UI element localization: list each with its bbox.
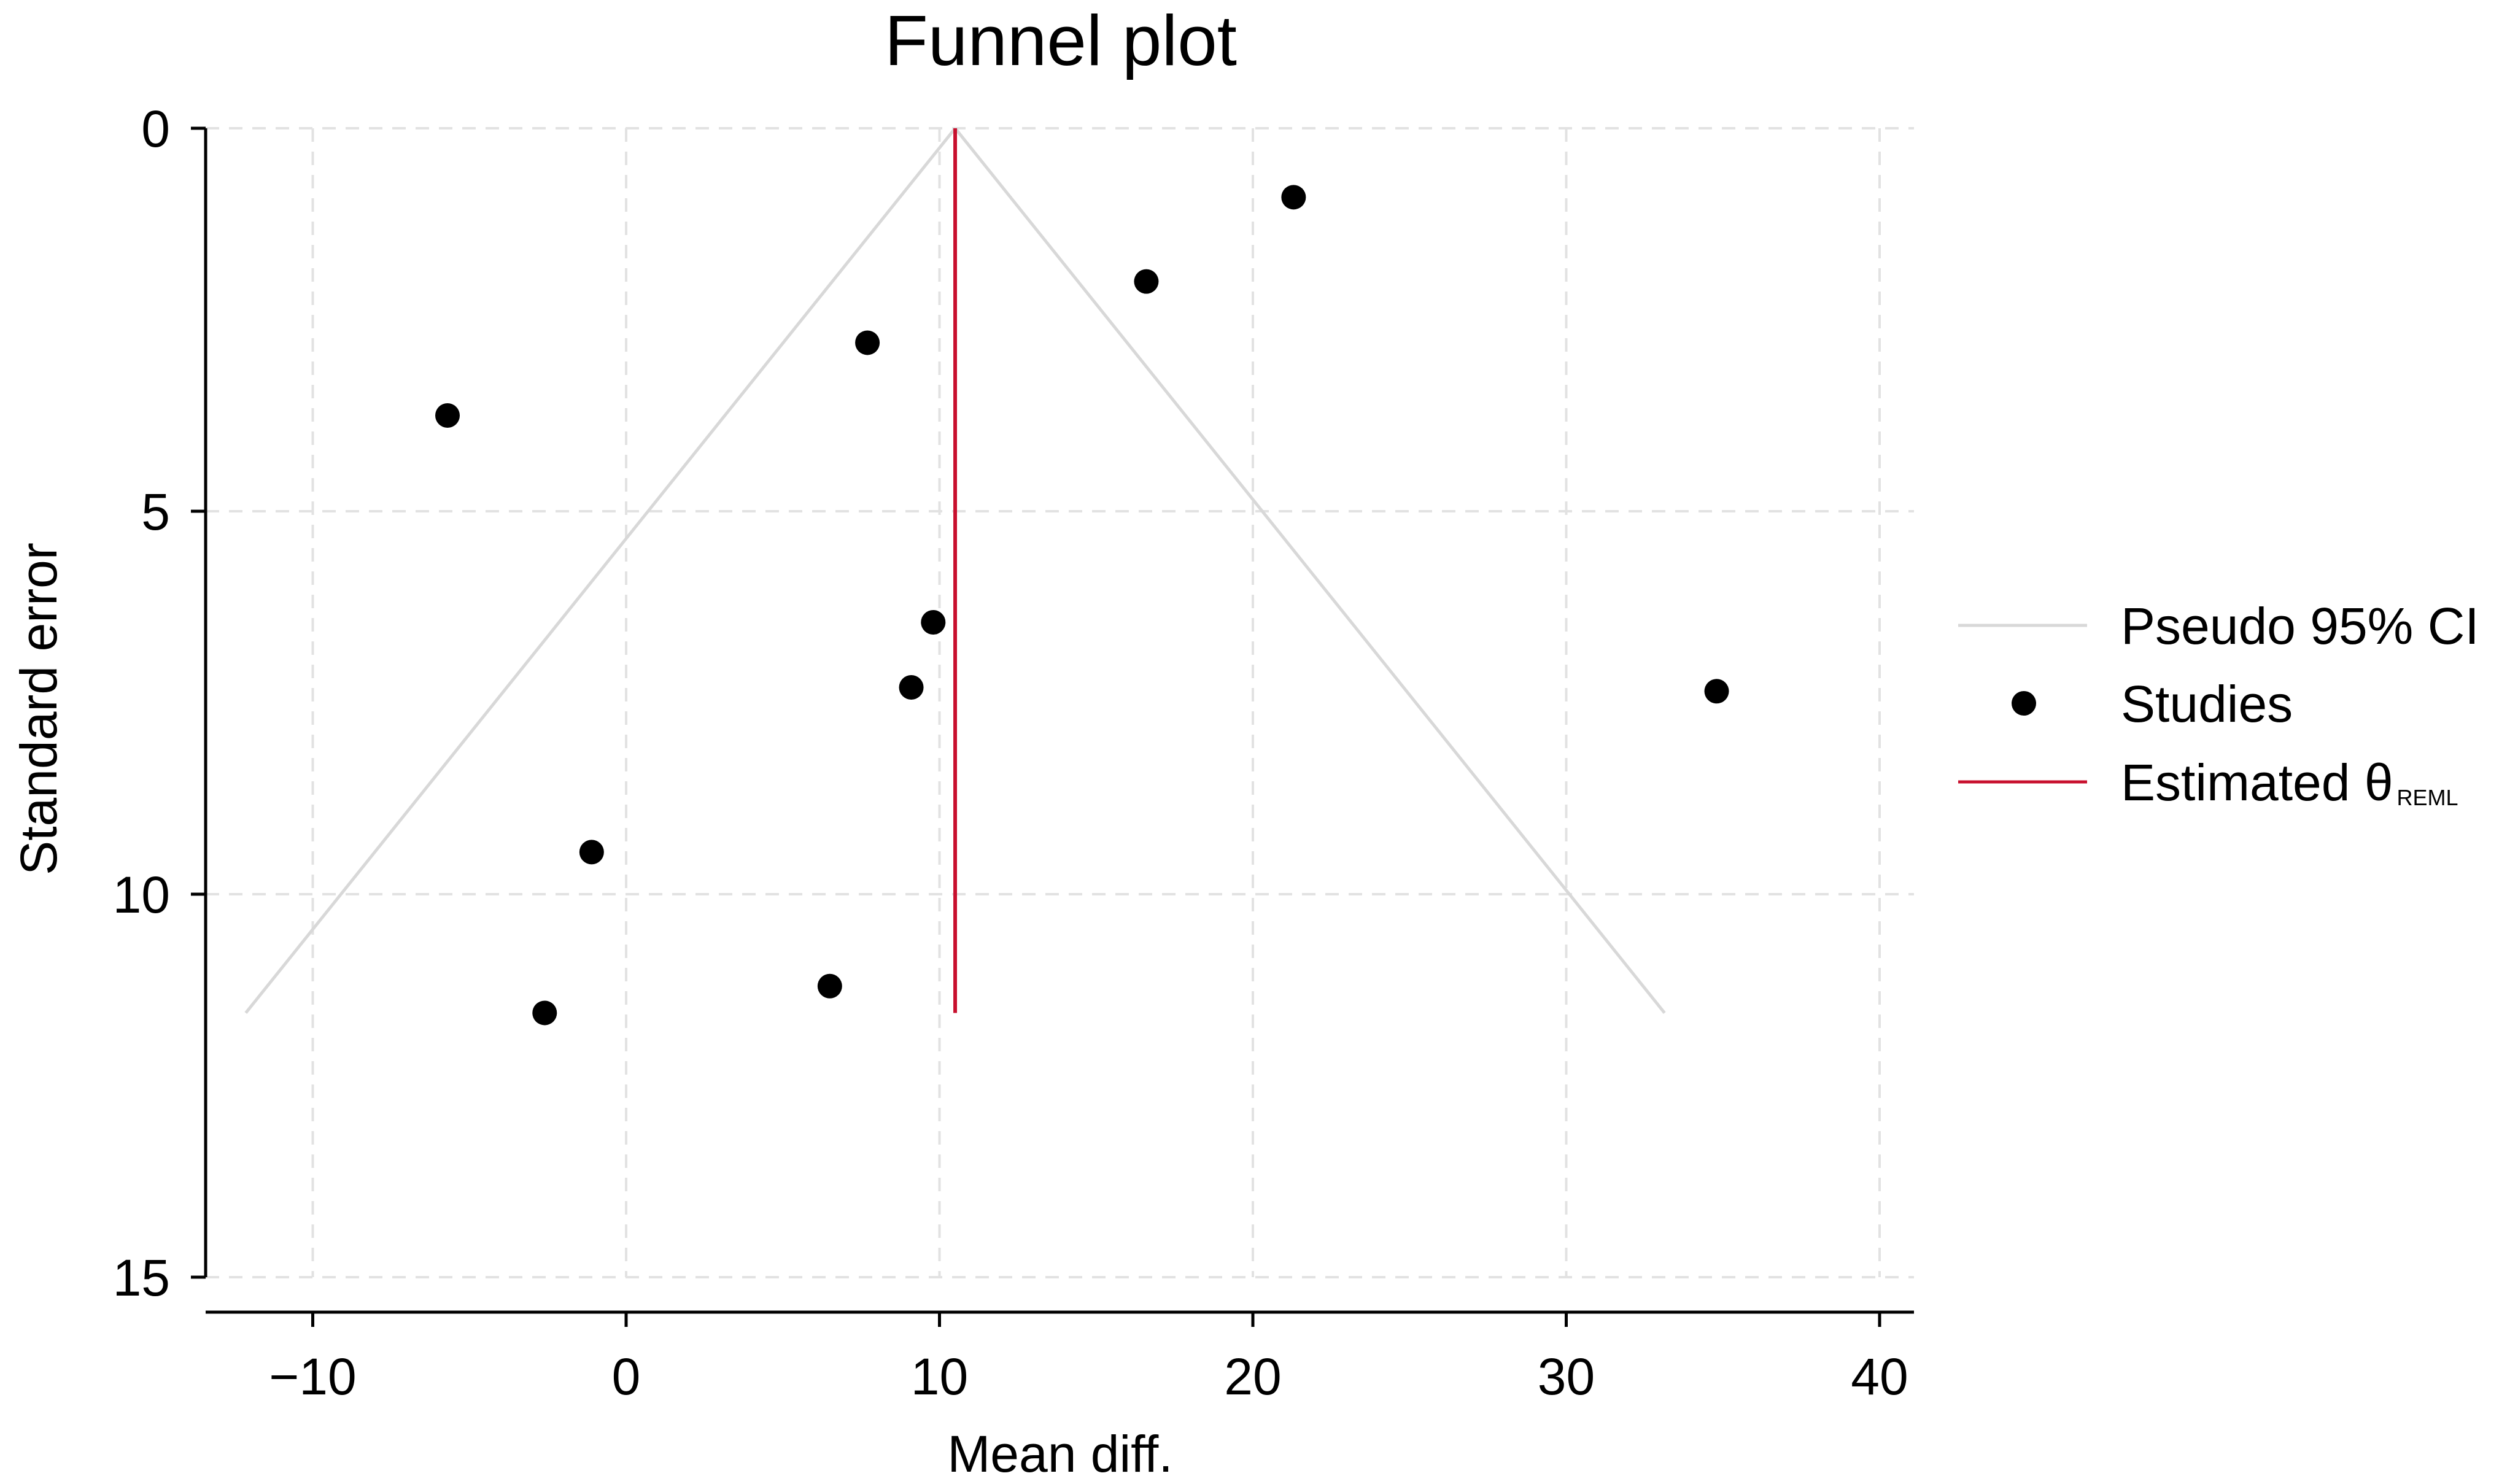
legend-estimate-subscript: REML <box>2397 785 2458 810</box>
study-point-9 <box>532 1000 557 1026</box>
y-tick-label-0: 0 <box>141 100 170 158</box>
study-point-2 <box>855 330 880 355</box>
ci-line-left <box>244 127 956 1014</box>
y-ticks: 0 5 10 15 <box>113 100 206 1307</box>
x-tick-label-5: 40 <box>1851 1348 1908 1405</box>
x-ticks: −10 0 10 20 30 40 <box>269 1312 1908 1405</box>
study-points <box>435 185 1729 1026</box>
legend-studies-label: Studies <box>2121 675 2293 733</box>
study-point-1 <box>1134 269 1159 294</box>
grid <box>206 127 1914 1278</box>
x-tick-label-3: 20 <box>1224 1348 1281 1405</box>
study-point-6 <box>1704 679 1729 704</box>
y-tick-label-3: 15 <box>113 1249 170 1307</box>
legend-estimate-label: Estimated θ REML <box>2121 754 2458 811</box>
x-tick-label-0: −10 <box>269 1348 357 1405</box>
pseudo-ci-lines <box>244 127 1666 1014</box>
study-point-0 <box>1281 185 1306 210</box>
legend-ci-label: Pseudo 95% CI <box>2121 597 2479 655</box>
y-axis-title: Standard error <box>10 543 68 875</box>
x-tick-label-4: 30 <box>1538 1348 1595 1405</box>
study-point-5 <box>899 675 924 700</box>
study-point-4 <box>921 609 946 635</box>
study-point-8 <box>817 973 842 999</box>
x-axis-title: Mean diff. <box>947 1425 1172 1483</box>
study-point-3 <box>435 403 460 428</box>
study-point-7 <box>579 840 604 865</box>
x-tick-label-2: 10 <box>911 1348 968 1405</box>
chart-title: Funnel plot <box>885 1 1237 80</box>
ci-line-right <box>954 127 1666 1014</box>
y-tick-label-2: 10 <box>113 866 170 924</box>
legend-studies-key <box>2012 691 2036 716</box>
legend: Pseudo 95% CI Studies Estimated θ REML <box>1958 597 2479 811</box>
axes <box>204 128 1914 1314</box>
legend-estimate-theta: Estimated θ <box>2121 754 2393 811</box>
y-tick-label-1: 5 <box>141 483 170 541</box>
x-tick-label-1: 0 <box>612 1348 641 1405</box>
